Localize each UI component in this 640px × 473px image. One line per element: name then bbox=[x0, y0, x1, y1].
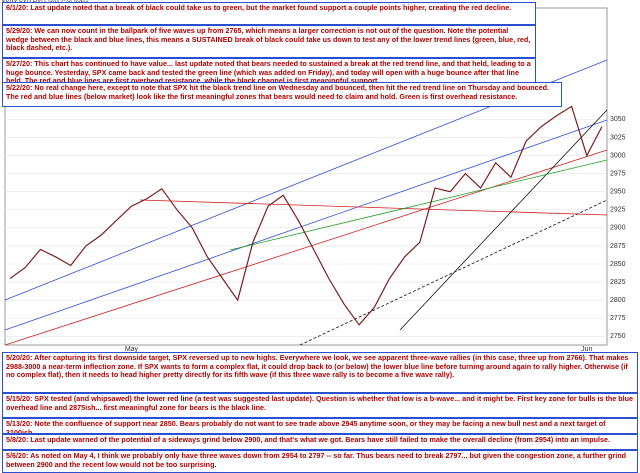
note: 5/29/20: We can now count in the ballpar… bbox=[2, 25, 536, 58]
note: 5/8/20: Last update warned of the potent… bbox=[2, 434, 638, 450]
y-tick-label: 2975 bbox=[610, 170, 626, 177]
note: 5/6/20: As noted on May 4, I think we pr… bbox=[2, 450, 638, 473]
note: 5/20/20: After capturing its first downs… bbox=[2, 352, 638, 393]
y-tick-label: 2825 bbox=[610, 279, 626, 286]
y-tick-label: 2875 bbox=[610, 243, 626, 250]
note: 6/1/20: Last update noted that a break o… bbox=[2, 2, 536, 25]
y-tick-label: 3050 bbox=[610, 116, 626, 123]
note: 5/22/20: No real change here, except to … bbox=[2, 82, 562, 107]
note: 5/13/20: Note the confluence of support … bbox=[2, 418, 638, 434]
green-line bbox=[229, 159, 608, 251]
price-line bbox=[9, 105, 603, 326]
red-line bbox=[139, 199, 608, 216]
note: 5/15/20: SPX tested (and whipsawed) the … bbox=[2, 393, 638, 418]
y-tick-label: 2750 bbox=[610, 333, 626, 340]
x-tick-label: Jun bbox=[581, 346, 592, 352]
blue-line bbox=[4, 119, 608, 331]
y-tick-label: 3025 bbox=[610, 134, 626, 141]
y-tick-label: 2850 bbox=[610, 261, 626, 268]
y-tick-label: 2900 bbox=[610, 225, 626, 232]
red-line bbox=[4, 149, 608, 346]
y-tick-label: 3000 bbox=[610, 152, 626, 159]
y-tick-label: 2950 bbox=[610, 189, 626, 196]
y-tick-label: 2775 bbox=[610, 315, 626, 322]
x-tick-label: May bbox=[125, 346, 139, 352]
y-tick-label: 2925 bbox=[610, 207, 626, 214]
black-line bbox=[399, 109, 608, 331]
black-dashed-line bbox=[299, 199, 608, 346]
y-tick-label: 2800 bbox=[610, 297, 626, 304]
